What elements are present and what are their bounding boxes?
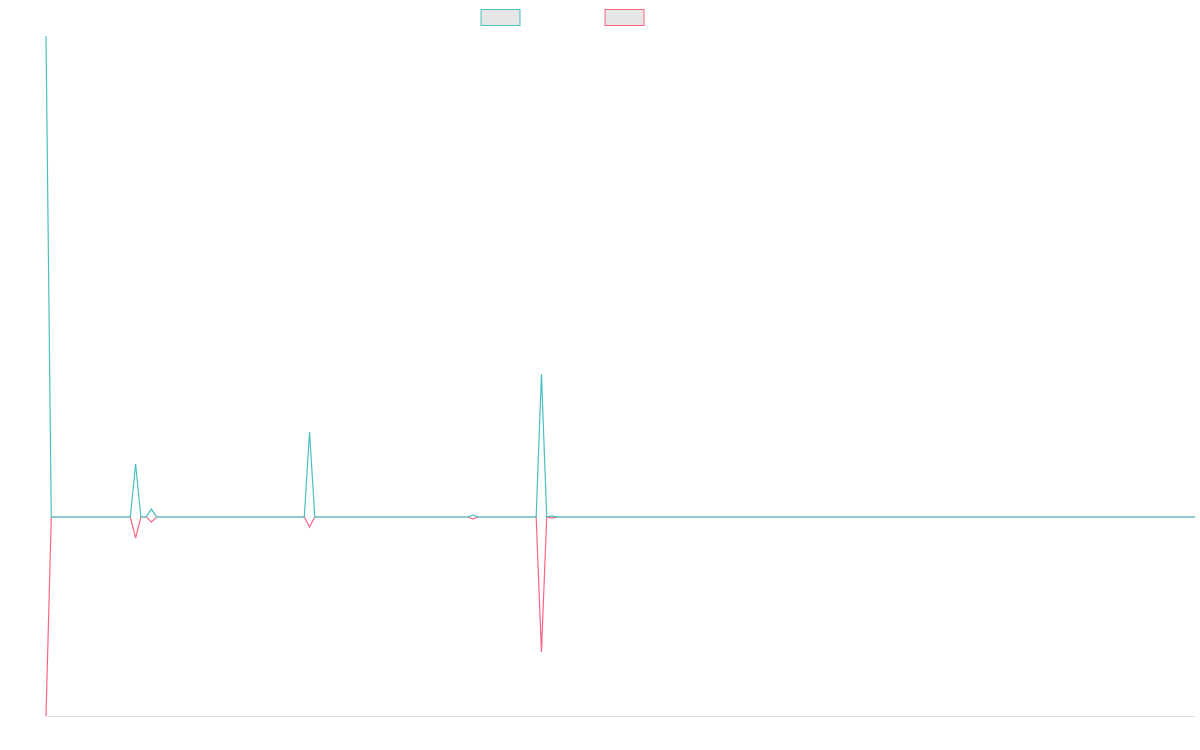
series-line bbox=[45, 35, 1195, 518]
legend-swatch[interactable] bbox=[604, 9, 645, 26]
legend-swatch[interactable] bbox=[480, 9, 521, 26]
series-line bbox=[45, 516, 1195, 717]
